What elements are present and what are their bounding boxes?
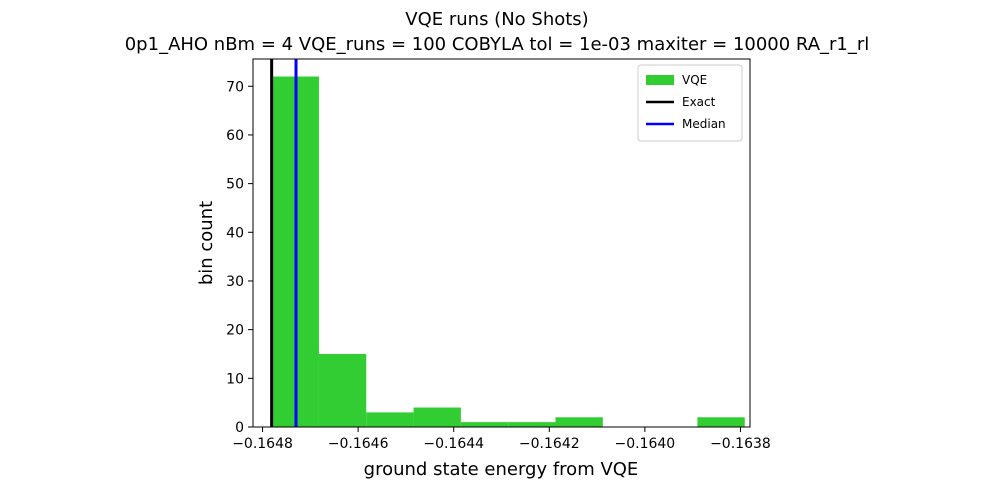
y-tick-label: 60 bbox=[226, 128, 244, 144]
legend-label: Median bbox=[682, 117, 726, 131]
y-tick-label: 10 bbox=[226, 371, 244, 387]
histogram-bar bbox=[697, 417, 745, 427]
y-tick-label: 50 bbox=[226, 177, 244, 193]
legend: VQE Exact Median bbox=[637, 64, 743, 142]
y-tick-label: 40 bbox=[226, 225, 244, 241]
x-tick-label: −0.1638 bbox=[710, 436, 771, 452]
chart-title: VQE runs (No Shots) bbox=[405, 9, 588, 30]
y-tick-label: 70 bbox=[226, 79, 244, 95]
legend-label: VQE bbox=[682, 73, 707, 87]
x-tick-label: −0.1648 bbox=[232, 436, 293, 452]
histogram-bar bbox=[318, 353, 367, 427]
histogram-bar bbox=[555, 417, 603, 427]
x-axis-label: ground state energy from VQE bbox=[364, 459, 639, 480]
y-tick-label: 0 bbox=[235, 420, 244, 436]
y-tick-label: 20 bbox=[226, 323, 244, 339]
x-tick-label: −0.1644 bbox=[423, 436, 484, 452]
y-axis-label: bin count bbox=[196, 201, 217, 285]
legend-swatch bbox=[646, 75, 674, 85]
reference-lines bbox=[270, 59, 298, 427]
histogram-bar bbox=[366, 412, 414, 427]
y-axis-ticks: 0 10 20 30 40 50 60 70 bbox=[226, 79, 253, 436]
x-tick-label: −0.1640 bbox=[615, 436, 676, 452]
y-tick-label: 30 bbox=[226, 274, 244, 290]
histogram-bar bbox=[508, 422, 556, 427]
x-tick-label: −0.1642 bbox=[519, 436, 580, 452]
plot-frame bbox=[252, 58, 751, 428]
histogram-bar bbox=[413, 407, 461, 427]
x-axis-ticks: −0.1648 −0.1646 −0.1644 −0.1642 −0.1640 −0.16… bbox=[232, 427, 771, 452]
x-tick-label: −0.1646 bbox=[328, 436, 389, 452]
histogram-bar bbox=[460, 422, 509, 427]
legend-label: Exact bbox=[682, 95, 716, 109]
chart-subtitle: 0p1_AHO nBm = 4 VQE_runs = 100 COBYLA to… bbox=[125, 34, 870, 55]
